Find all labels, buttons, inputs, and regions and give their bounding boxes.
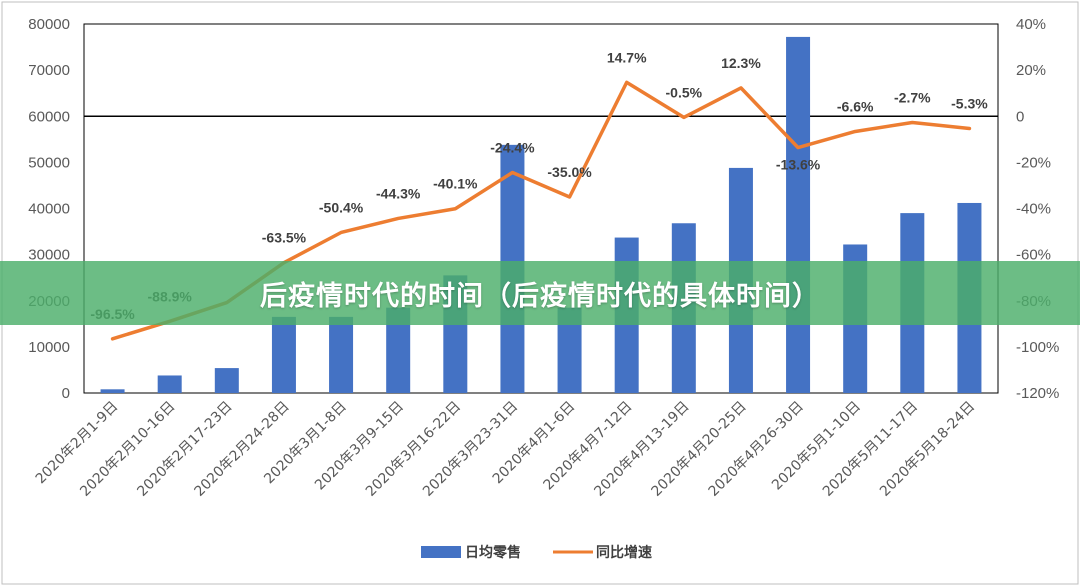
line-data-label: -0.5% (666, 84, 703, 100)
y-right-tick-label: -120% (1016, 385, 1059, 402)
legend-line-label: 同比增速 (596, 544, 652, 561)
y-left-tick-label: 10000 (28, 339, 70, 356)
y-left-tick-label: 80000 (28, 16, 70, 33)
y-right-tick-label: 0 (1016, 108, 1024, 125)
title-banner: 后疫情时代的时间（后疫情时代的具体时间） (0, 261, 1080, 325)
y-left-tick-label: 30000 (28, 247, 70, 264)
bar (271, 316, 296, 393)
line-data-label: -24.4% (490, 140, 535, 156)
line-data-label: -50.4% (319, 199, 364, 215)
plot-area-border (83, 23, 999, 394)
banner-title: 后疫情时代的时间（后疫情时代的具体时间） (260, 280, 820, 312)
y-left-tick-label: 50000 (28, 154, 70, 171)
bar (329, 316, 354, 393)
legend: 日均零售 同比增速 (421, 544, 652, 561)
y-right-tick-label: -100% (1016, 339, 1059, 356)
line-data-label: -13.6% (776, 157, 821, 173)
line-data-label: -2.7% (894, 89, 931, 105)
legend-bar-swatch (421, 546, 461, 558)
y-left-tick-label: 0 (62, 385, 70, 402)
y-right-tick-label: -20% (1016, 154, 1051, 171)
data-labels: -96.5%-88.9%-63.5%-50.4%-44.3%-40.1%-24.… (90, 49, 988, 321)
bar (786, 36, 811, 393)
line-data-label: -63.5% (262, 230, 307, 246)
line-data-label: -5.3% (951, 95, 988, 111)
bar (157, 375, 182, 393)
line-data-label: 12.3% (721, 55, 761, 71)
line-data-label: -35.0% (547, 164, 592, 180)
bar (214, 368, 239, 393)
bar (100, 389, 125, 393)
y-right-tick-label: 40% (1016, 16, 1046, 33)
line-data-label: -40.1% (433, 176, 478, 192)
y-left-tick-label: 40000 (28, 201, 70, 218)
legend-bar-label: 日均零售 (465, 544, 521, 561)
y-right-tick-label: 20% (1016, 62, 1046, 79)
line-data-label: -6.6% (837, 98, 874, 114)
y-left-tick-label: 70000 (28, 62, 70, 79)
y-right-tick-label: -60% (1016, 247, 1051, 264)
y-right-tick-label: -40% (1016, 201, 1051, 218)
y-left-tick-label: 60000 (28, 108, 70, 125)
line-data-label: 14.7% (607, 49, 647, 65)
line-data-label: -44.3% (376, 185, 421, 201)
